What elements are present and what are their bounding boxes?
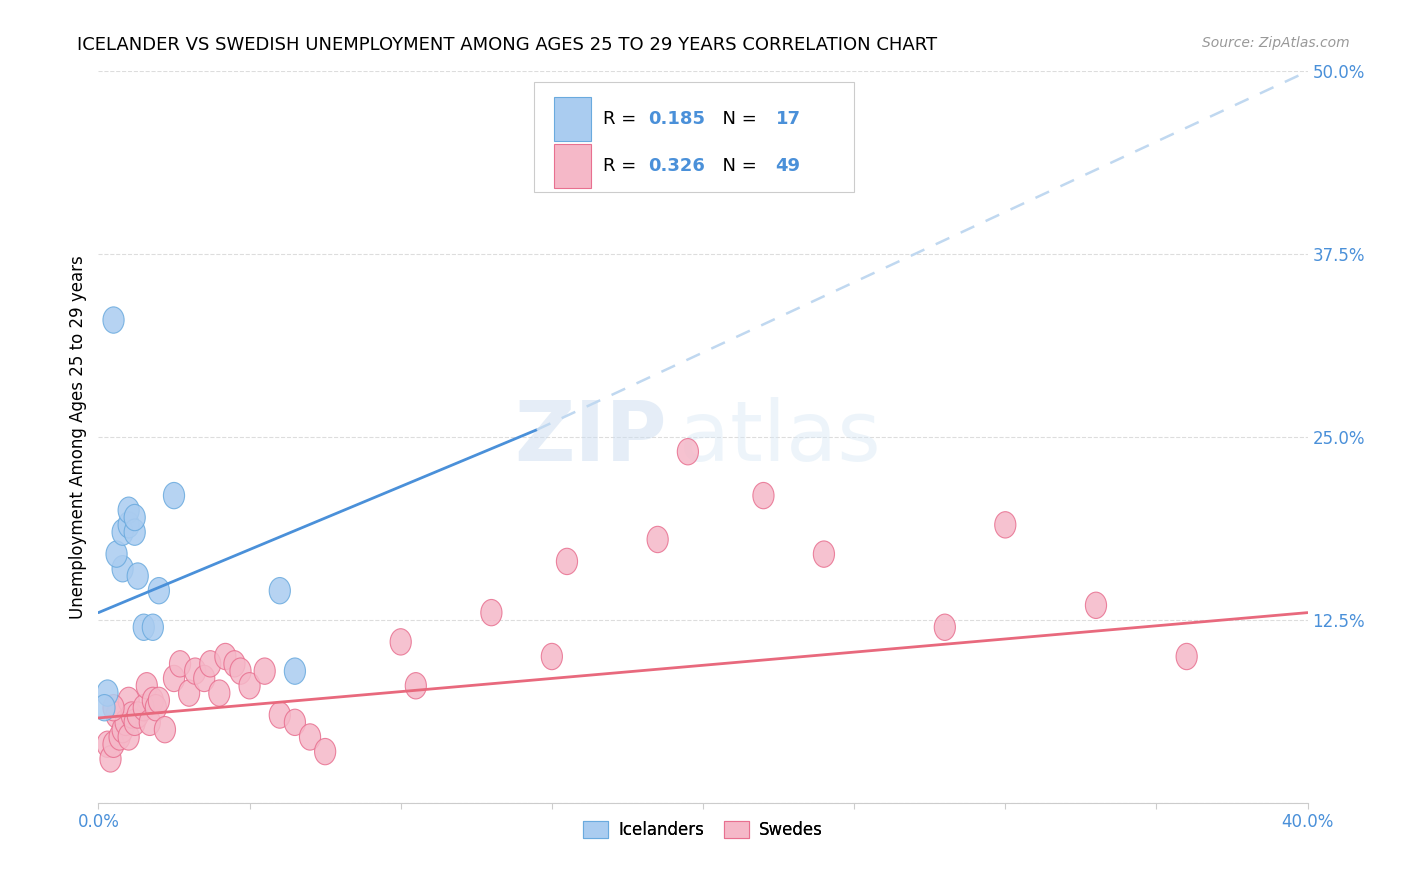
Ellipse shape [124,709,145,736]
Ellipse shape [208,680,231,706]
Ellipse shape [184,658,205,684]
Ellipse shape [389,629,412,655]
Ellipse shape [139,709,160,736]
Text: R =: R = [603,157,641,175]
Ellipse shape [148,687,170,714]
Y-axis label: Unemployment Among Ages 25 to 29 years: Unemployment Among Ages 25 to 29 years [69,255,87,619]
Ellipse shape [127,702,148,728]
Ellipse shape [163,483,184,508]
Ellipse shape [97,731,118,757]
Text: 0.185: 0.185 [648,110,706,128]
Ellipse shape [269,702,291,728]
Ellipse shape [405,673,426,699]
Ellipse shape [813,541,835,567]
Ellipse shape [97,680,118,706]
Ellipse shape [134,614,155,640]
FancyBboxPatch shape [534,82,855,192]
Ellipse shape [110,723,131,750]
Ellipse shape [179,680,200,706]
Ellipse shape [124,519,145,545]
Ellipse shape [112,556,134,582]
Text: atlas: atlas [679,397,880,477]
Text: 49: 49 [776,157,800,175]
Ellipse shape [215,643,236,670]
Ellipse shape [200,650,221,677]
Ellipse shape [148,577,170,604]
Text: N =: N = [711,110,763,128]
Ellipse shape [1085,592,1107,618]
Ellipse shape [254,658,276,684]
Ellipse shape [994,512,1017,538]
Text: R =: R = [603,110,641,128]
Legend: Icelanders, Swedes: Icelanders, Swedes [576,814,830,846]
Ellipse shape [118,512,139,538]
Text: ZIP: ZIP [515,397,666,477]
Ellipse shape [145,695,166,721]
Ellipse shape [105,541,127,567]
FancyBboxPatch shape [554,97,591,141]
Ellipse shape [115,709,136,736]
Ellipse shape [678,439,699,465]
Text: Source: ZipAtlas.com: Source: ZipAtlas.com [1202,36,1350,50]
Text: 0.326: 0.326 [648,157,706,175]
Ellipse shape [481,599,502,626]
Ellipse shape [127,563,148,590]
Ellipse shape [170,650,191,677]
Ellipse shape [142,687,163,714]
Ellipse shape [142,614,163,640]
Ellipse shape [752,483,775,508]
Ellipse shape [121,702,142,728]
Ellipse shape [224,650,245,677]
Ellipse shape [112,716,134,743]
Ellipse shape [239,673,260,699]
Ellipse shape [541,643,562,670]
Ellipse shape [103,731,124,757]
Ellipse shape [315,739,336,764]
Ellipse shape [1175,643,1198,670]
Ellipse shape [105,702,127,728]
Ellipse shape [934,614,956,640]
Text: ICELANDER VS SWEDISH UNEMPLOYMENT AMONG AGES 25 TO 29 YEARS CORRELATION CHART: ICELANDER VS SWEDISH UNEMPLOYMENT AMONG … [77,36,938,54]
Ellipse shape [100,746,121,772]
FancyBboxPatch shape [554,144,591,188]
Ellipse shape [112,519,134,545]
Ellipse shape [194,665,215,691]
Ellipse shape [163,665,184,691]
Ellipse shape [118,687,139,714]
Ellipse shape [647,526,668,553]
Ellipse shape [231,658,252,684]
Ellipse shape [94,695,115,721]
Ellipse shape [118,723,139,750]
Ellipse shape [284,709,305,736]
Ellipse shape [136,673,157,699]
Text: N =: N = [711,157,763,175]
Ellipse shape [284,658,305,684]
Ellipse shape [103,307,124,334]
Ellipse shape [299,723,321,750]
Ellipse shape [124,504,145,531]
Ellipse shape [155,716,176,743]
Text: 17: 17 [776,110,800,128]
Ellipse shape [269,577,291,604]
Ellipse shape [118,497,139,524]
Ellipse shape [134,695,155,721]
Ellipse shape [103,695,124,721]
Ellipse shape [557,549,578,574]
